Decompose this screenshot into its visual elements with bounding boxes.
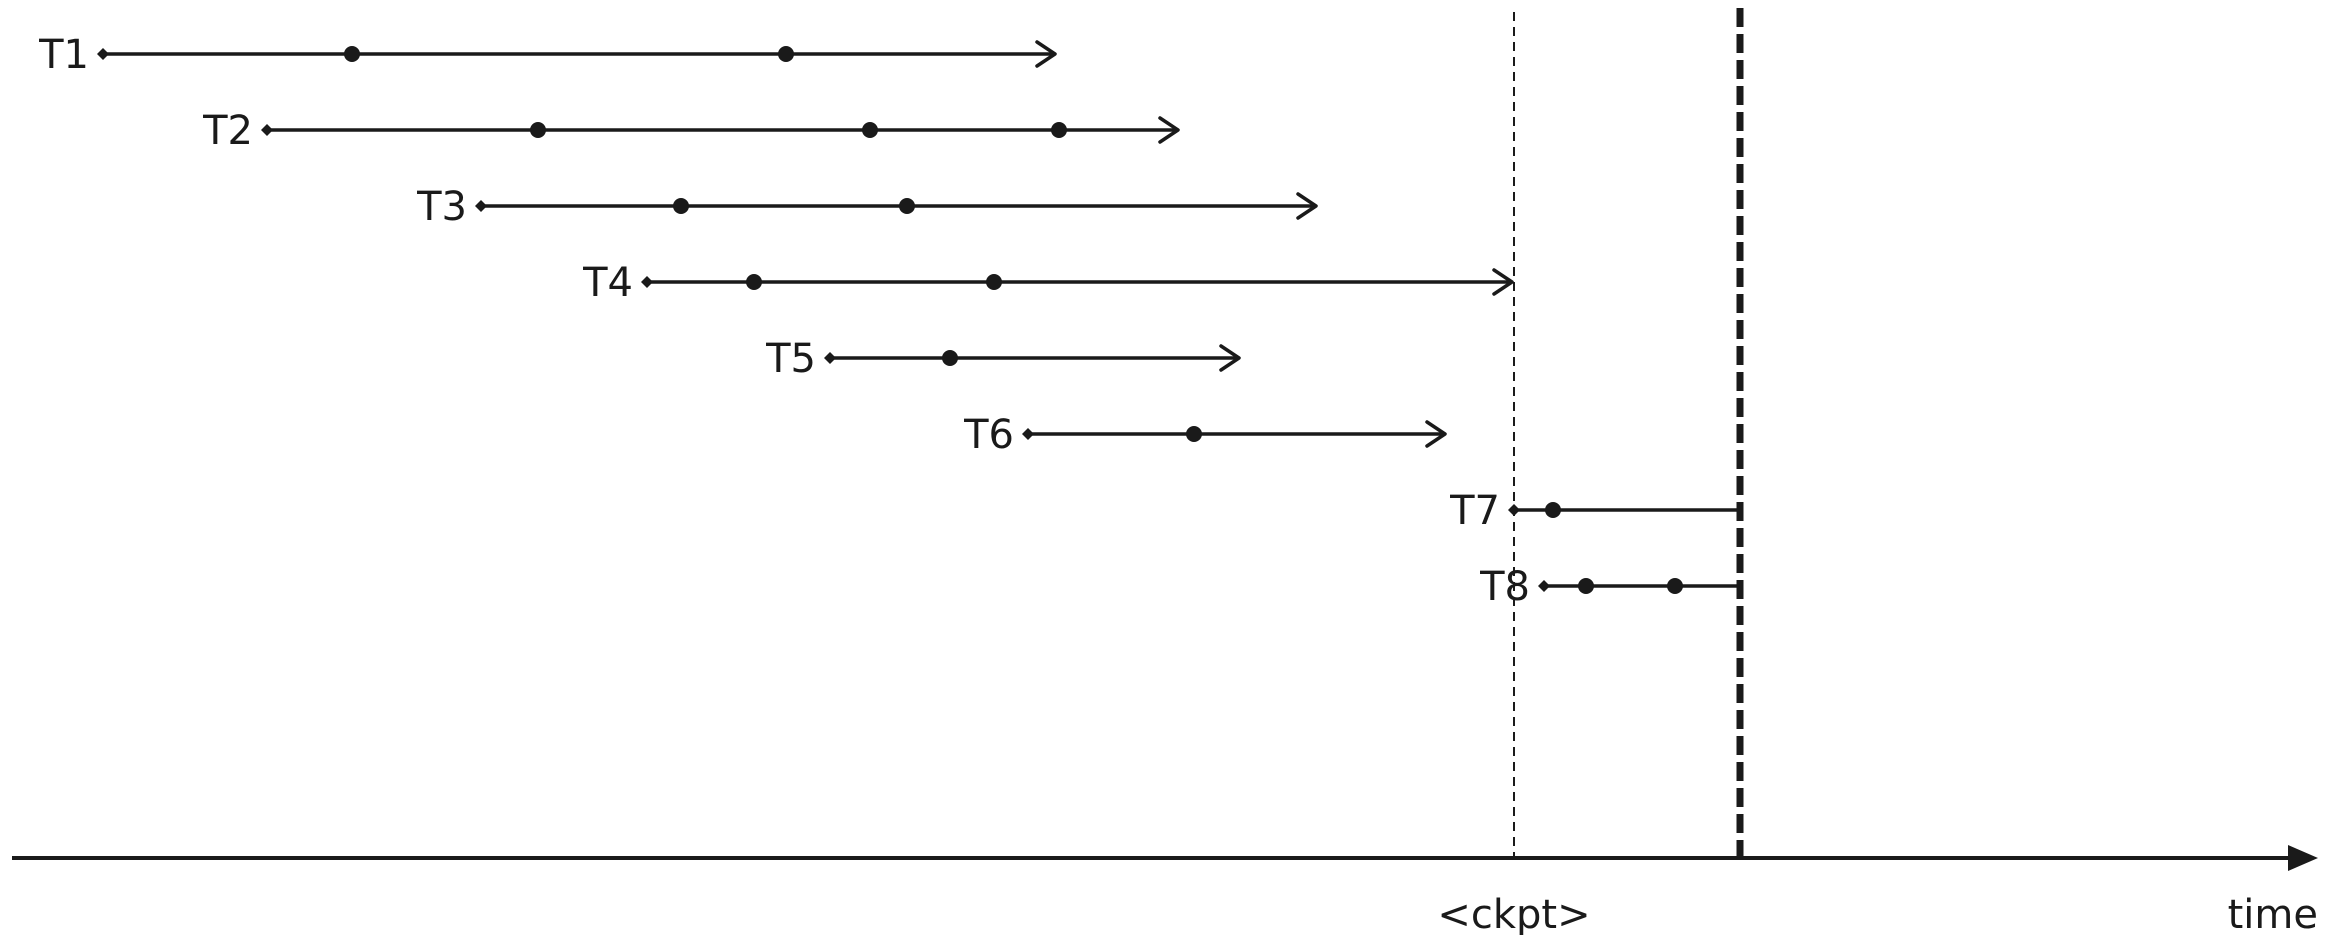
event-dot bbox=[530, 122, 546, 138]
transaction-label: T3 bbox=[416, 184, 467, 230]
transaction-t2: T2 bbox=[202, 108, 1180, 154]
event-dot bbox=[942, 350, 958, 366]
transaction-t7: T7 bbox=[1449, 488, 1740, 534]
transactions: T1 T2 T3 T4 T5 T6 T7 T8 bbox=[38, 32, 1740, 610]
start-marker-icon bbox=[475, 200, 487, 212]
event-dot bbox=[899, 198, 915, 214]
checkpoint-label: <ckpt> bbox=[1437, 892, 1590, 935]
event-dot bbox=[1578, 578, 1594, 594]
transaction-label: T4 bbox=[582, 260, 633, 306]
transaction-t4: T4 bbox=[582, 260, 1514, 306]
transaction-t1: T1 bbox=[38, 32, 1057, 78]
transaction-label: T8 bbox=[1479, 564, 1530, 610]
event-dot bbox=[1051, 122, 1067, 138]
event-dot bbox=[673, 198, 689, 214]
start-marker-icon bbox=[1022, 428, 1034, 440]
transaction-label: T2 bbox=[202, 108, 253, 154]
event-dot bbox=[778, 46, 794, 62]
start-marker-icon bbox=[261, 124, 273, 136]
event-dot bbox=[746, 274, 762, 290]
transaction-t5: T5 bbox=[765, 336, 1241, 382]
transaction-label: T6 bbox=[963, 412, 1014, 458]
event-dot bbox=[986, 274, 1002, 290]
event-dot bbox=[344, 46, 360, 62]
time-axis: <ckpt> time bbox=[12, 845, 2318, 935]
arrowhead-icon bbox=[1219, 344, 1241, 372]
arrowhead-icon bbox=[1296, 192, 1318, 220]
guide-lines bbox=[1513, 8, 1744, 858]
time-axis-label: time bbox=[2228, 892, 2318, 935]
transaction-label: T7 bbox=[1449, 488, 1500, 534]
start-marker-icon bbox=[1508, 504, 1520, 516]
arrowhead-icon bbox=[1425, 420, 1447, 448]
start-marker-icon bbox=[641, 276, 653, 288]
arrowhead-icon bbox=[1158, 116, 1180, 144]
event-dot bbox=[1667, 578, 1683, 594]
event-dot bbox=[1186, 426, 1202, 442]
arrowhead-icon bbox=[1492, 268, 1514, 296]
transaction-label: T5 bbox=[765, 336, 816, 382]
arrowhead-icon bbox=[1035, 40, 1057, 68]
transaction-label: T1 bbox=[38, 32, 89, 78]
time-axis-arrowhead-icon bbox=[2288, 845, 2318, 871]
transaction-t8: T8 bbox=[1479, 564, 1740, 610]
transaction-t3: T3 bbox=[416, 184, 1318, 230]
event-dot bbox=[862, 122, 878, 138]
start-marker-icon bbox=[97, 48, 109, 60]
event-dot bbox=[1545, 502, 1561, 518]
start-marker-icon bbox=[1538, 580, 1550, 592]
transaction-t6: T6 bbox=[963, 412, 1447, 458]
start-marker-icon bbox=[824, 352, 836, 364]
